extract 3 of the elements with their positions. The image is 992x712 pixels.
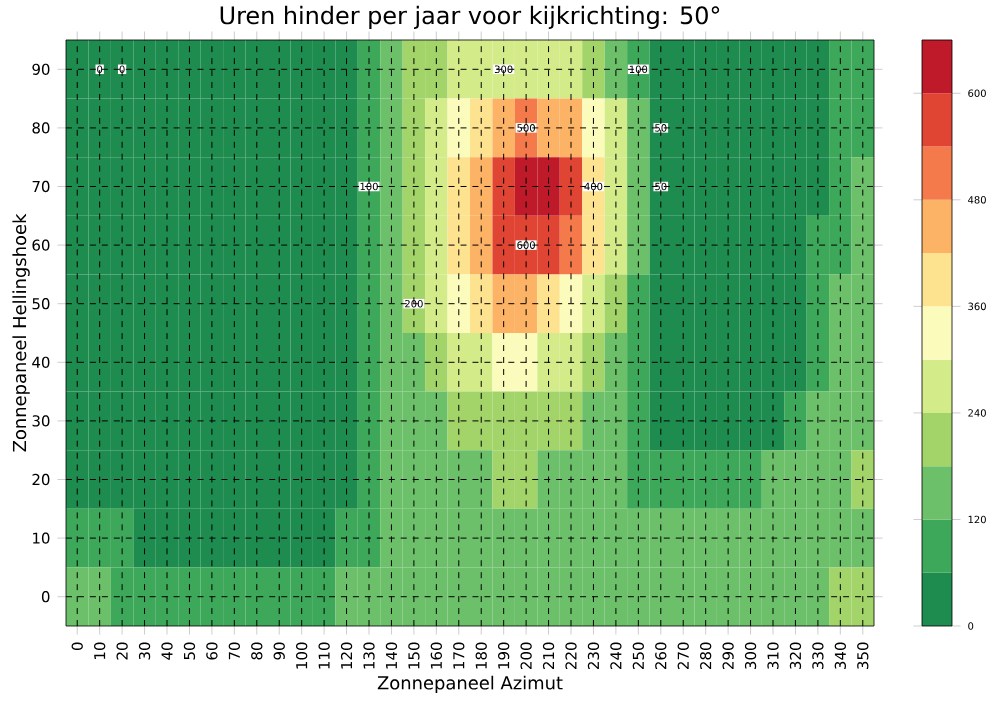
chart-title: Uren hinder per jaar voor kijkrichting: 50° (220, 5, 720, 29)
y-axis-title: Zonnepaneel Hellingshoek (12, 213, 30, 452)
x-axis-title: Zonnepaneel Azimut (377, 675, 563, 694)
